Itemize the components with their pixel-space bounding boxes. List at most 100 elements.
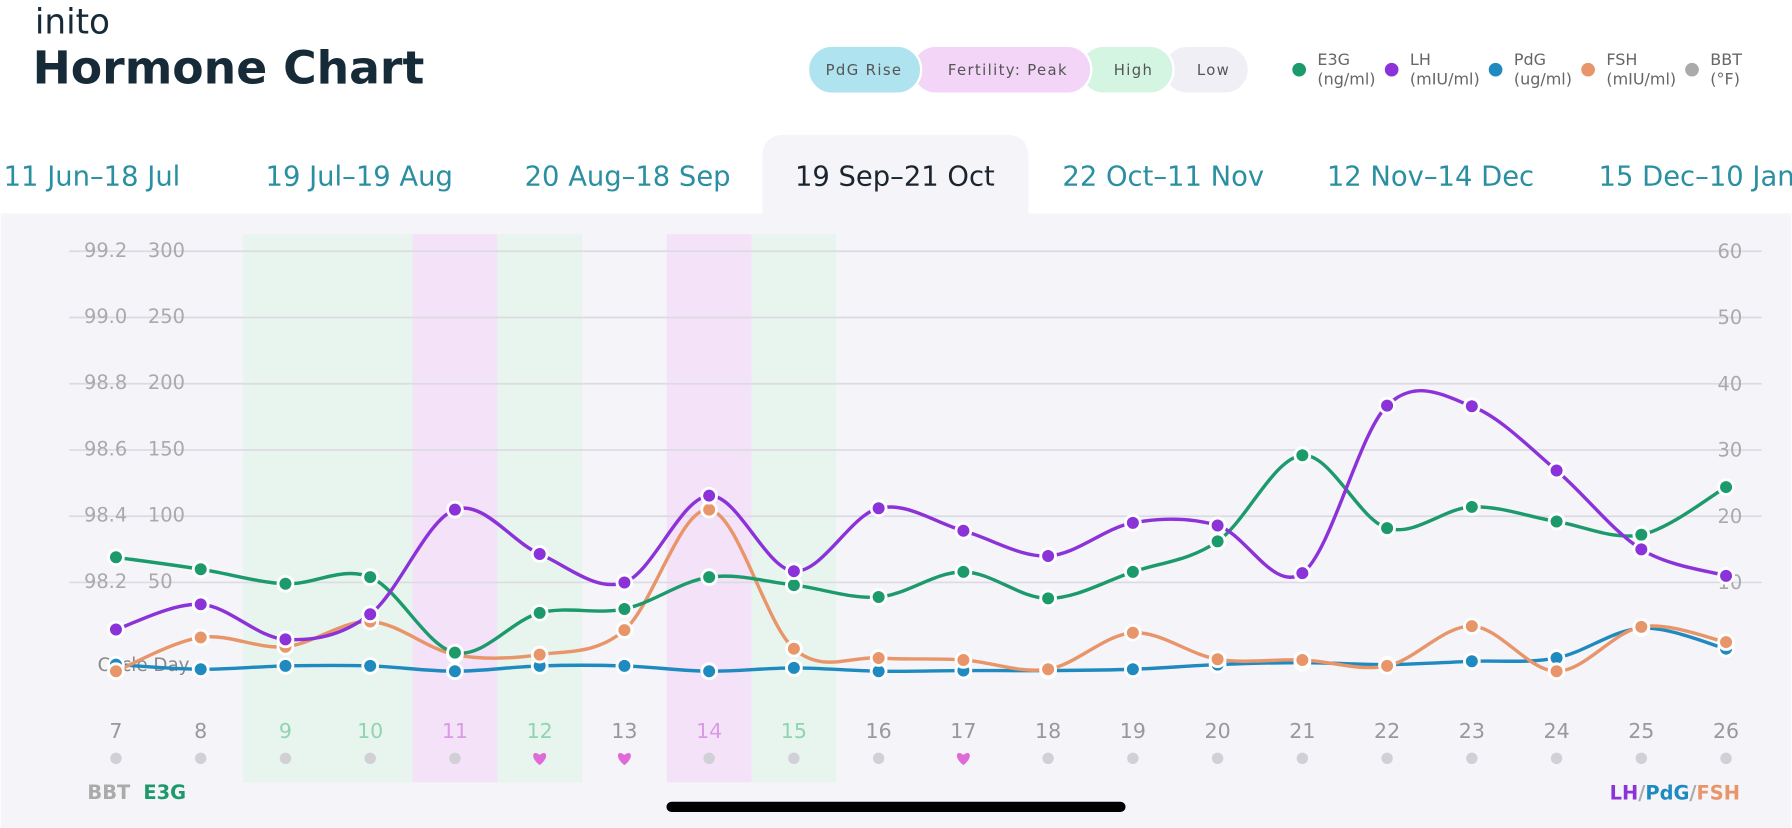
- legend-dot[interactable]: [1488, 62, 1503, 77]
- data-point: [276, 574, 295, 593]
- y3-tick-label: 99.2: [84, 239, 127, 262]
- y2-tick-label: 50: [1718, 306, 1743, 329]
- x-tick-label: 23: [1459, 719, 1485, 743]
- day-marker: [449, 752, 461, 765]
- x-tick-label: 15: [781, 719, 807, 743]
- data-point: [530, 645, 549, 664]
- data-point: [446, 643, 464, 662]
- data-point: [1632, 525, 1651, 544]
- legend-name: E3G: [1317, 50, 1350, 69]
- x-tick-label: 24: [1543, 719, 1569, 743]
- legend-unit: (ng/ml): [1317, 69, 1375, 88]
- data-point: [1208, 516, 1227, 535]
- y3-tick-label: 98.6: [84, 437, 127, 460]
- data-point: [446, 662, 464, 681]
- data-point: [1293, 564, 1312, 583]
- data-point: [1124, 660, 1142, 679]
- phase-band: [497, 234, 583, 783]
- day-marker: [1720, 752, 1732, 765]
- data-point: [700, 486, 719, 505]
- legend-dot[interactable]: [1384, 62, 1399, 77]
- tab[interactable]: 19 Jul–19 Aug: [266, 162, 453, 193]
- data-point: [1208, 650, 1227, 669]
- day-marker: [1211, 752, 1224, 765]
- separator: /: [1689, 781, 1697, 804]
- phase-pill[interactable]: [806, 44, 923, 95]
- plot: 7 8 9 10 11 12 13 14 15 16 17 18 19 20 21 22 23 24 25 26: [107, 389, 1739, 766]
- data-point: [954, 651, 973, 669]
- data-point: [1378, 396, 1396, 415]
- tab[interactable]: 19 Sep–21 Oct: [795, 162, 995, 193]
- day-marker: [110, 752, 122, 765]
- data-point: [1632, 617, 1651, 636]
- y3-tick-label: 99.0: [84, 305, 127, 328]
- y2-tick-label: 40: [1718, 372, 1743, 395]
- lh-label: LH: [1610, 781, 1639, 804]
- phase-pill-label: PdG Rise: [826, 62, 903, 79]
- data-point: [191, 560, 210, 579]
- data-point: [700, 662, 719, 681]
- x-tick-label: 17: [950, 719, 976, 743]
- legend-dot[interactable]: [1292, 62, 1307, 77]
- data-point: [191, 595, 210, 614]
- phase-legend: Low High Fertility: Peak PdG Rise: [806, 44, 1251, 95]
- data-point: [869, 649, 888, 667]
- x-tick-label: 25: [1628, 719, 1654, 743]
- data-point: [869, 499, 888, 518]
- tab[interactable]: 22 Oct–11 Nov: [1062, 162, 1264, 193]
- data-point: [191, 660, 210, 679]
- data-point: [615, 657, 634, 675]
- tabs[interactable]: 11 Jun–18 Jul 19 Jul–19 Aug 20 Aug–18 Sep 1…: [4, 162, 1792, 193]
- data-point: [1124, 623, 1142, 642]
- series-line: [115, 453, 1727, 655]
- separator: /: [1638, 781, 1646, 804]
- phase-band: [243, 234, 328, 783]
- phase-pill-label: Fertility: Peak: [948, 62, 1068, 79]
- data-point: [1462, 617, 1481, 636]
- data-point: [1293, 446, 1312, 465]
- tab[interactable]: 15 Dec–10 Jan: [1599, 162, 1792, 193]
- logo: inito: [35, 2, 110, 42]
- data-point: [1632, 540, 1651, 559]
- day-marker: [1296, 752, 1309, 765]
- e3g-axis-label: E3G: [143, 781, 186, 804]
- tab[interactable]: 20 Aug–18 Sep: [525, 162, 731, 193]
- legend: E3G(ng/ml)LH(mIU/ml)PdG(ug/ml)FSH(mIU/ml…: [1292, 50, 1742, 88]
- x-tick-label: 21: [1289, 719, 1315, 743]
- y-tick-label: 250: [148, 305, 185, 328]
- x-tick-label: 12: [527, 719, 553, 743]
- x-tick-label: 7: [109, 719, 122, 743]
- y-tick-label: 50: [148, 570, 173, 593]
- data-point: [954, 563, 973, 581]
- day-marker: [1550, 752, 1563, 765]
- day-marker: [1466, 752, 1478, 765]
- x-tick-label: 16: [866, 719, 892, 743]
- data-point: [276, 630, 295, 649]
- tab[interactable]: 11 Jun–18 Jul: [4, 162, 181, 193]
- legend-dot[interactable]: [1581, 62, 1595, 77]
- data-point: [785, 639, 803, 658]
- day-marker: [788, 752, 800, 765]
- y-tick-label: 150: [148, 437, 185, 460]
- legend-dot[interactable]: [1685, 62, 1699, 77]
- data-point: [1462, 652, 1481, 671]
- data-point: [530, 604, 549, 622]
- data-point: [615, 600, 634, 618]
- data-point: [1293, 651, 1312, 669]
- day-marker: [1381, 752, 1393, 765]
- data-point: [1124, 513, 1142, 532]
- x-tick-label: 10: [357, 719, 383, 743]
- tab[interactable]: 12 Nov–14 Dec: [1327, 162, 1534, 193]
- data-point: [361, 568, 380, 587]
- page-title: Hormone Chart: [33, 41, 425, 94]
- legend-name: PdG: [1514, 50, 1546, 69]
- data-point: [954, 521, 973, 540]
- x-tick-label: 18: [1035, 719, 1061, 743]
- heart-marker: [956, 752, 970, 766]
- legend-unit: (mIU/ml): [1410, 69, 1480, 88]
- data-point: [1039, 660, 1057, 679]
- data-point: [1547, 662, 1566, 681]
- day-marker: [872, 752, 885, 765]
- heart-marker: [533, 752, 547, 766]
